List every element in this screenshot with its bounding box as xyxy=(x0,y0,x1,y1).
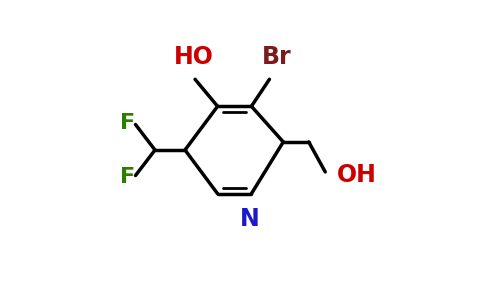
Text: F: F xyxy=(121,167,136,187)
Text: F: F xyxy=(121,113,136,133)
Text: Br: Br xyxy=(262,45,292,69)
Text: OH: OH xyxy=(337,163,377,187)
Text: HO: HO xyxy=(174,45,213,69)
Text: N: N xyxy=(240,207,260,231)
